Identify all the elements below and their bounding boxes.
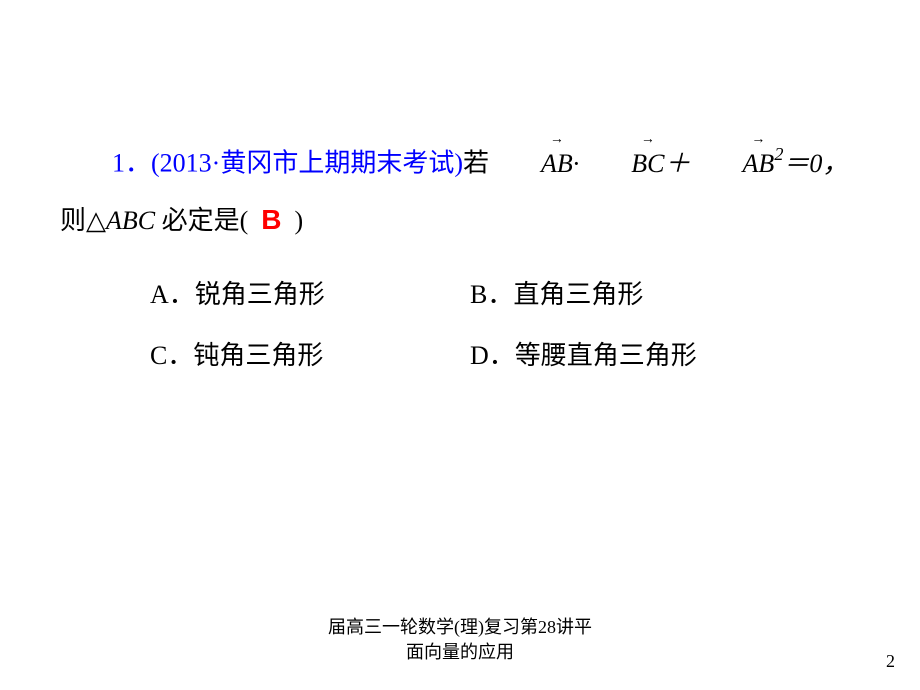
squared: 2 bbox=[774, 144, 783, 164]
triangle-symbol: △ bbox=[86, 206, 106, 235]
vector-ab: AB bbox=[489, 141, 573, 188]
line2-suffix2: ) bbox=[295, 206, 304, 235]
option-a-text: 锐角三角形 bbox=[195, 280, 325, 309]
plus-op: ＋ bbox=[665, 149, 691, 178]
option-row-2: C．钝角三角形 D．等腰直角三角形 bbox=[150, 335, 860, 377]
question-number: 1 bbox=[112, 149, 125, 178]
option-c: C．钝角三角形 bbox=[150, 335, 470, 377]
option-b-text: 直角三角形 bbox=[513, 280, 643, 309]
vector-bc: BC bbox=[579, 141, 664, 188]
option-d: D．等腰直角三角形 bbox=[470, 335, 697, 377]
footer-line-1: 届高三一轮数学(理)复习第28讲平 bbox=[0, 615, 920, 640]
question-source: 黄冈市上期期末考试 bbox=[220, 149, 454, 178]
option-a: A．锐角三角形 bbox=[150, 274, 470, 316]
question-source-suffix: ) bbox=[454, 149, 463, 178]
line2-suffix1: 必定是( bbox=[155, 206, 248, 235]
option-b-label: B． bbox=[470, 280, 513, 309]
option-c-label: C． bbox=[150, 341, 193, 370]
vector-ab2: AB bbox=[691, 141, 775, 188]
page-number: 2 bbox=[886, 651, 895, 672]
footer-line-2: 面向量的应用 bbox=[0, 640, 920, 665]
option-b: B．直角三角形 bbox=[470, 274, 643, 316]
math-expression: AB·BC＋AB2＝0， bbox=[489, 149, 848, 178]
slide-content: 1．(2013·黄冈市上期期末考试)若AB·BC＋AB2＝0， 则△ABC 必定… bbox=[0, 0, 920, 377]
answer-letter: B bbox=[261, 204, 281, 235]
question-text-after: 若 bbox=[463, 149, 489, 178]
question-source-prefix: ．(2013· bbox=[125, 149, 220, 178]
options-container: A．锐角三角形 B．直角三角形 C．钝角三角形 D．等腰直角三角形 bbox=[60, 274, 860, 377]
option-d-text: 等腰直角三角形 bbox=[515, 341, 697, 370]
line2-prefix: 则 bbox=[60, 206, 86, 235]
option-c-text: 钝角三角形 bbox=[193, 341, 323, 370]
option-a-label: A． bbox=[150, 280, 195, 309]
abc-label: ABC bbox=[106, 206, 155, 235]
footer: 届高三一轮数学(理)复习第28讲平 面向量的应用 bbox=[0, 615, 920, 665]
question-line-1: 1．(2013·黄冈市上期期末考试)若AB·BC＋AB2＝0， bbox=[60, 140, 860, 187]
option-d-label: D． bbox=[470, 341, 515, 370]
option-row-1: A．锐角三角形 B．直角三角形 bbox=[150, 274, 860, 316]
question-line-2: 则△ABC 必定是( B ) bbox=[60, 195, 860, 245]
equals-zero: ＝0， bbox=[783, 149, 848, 178]
